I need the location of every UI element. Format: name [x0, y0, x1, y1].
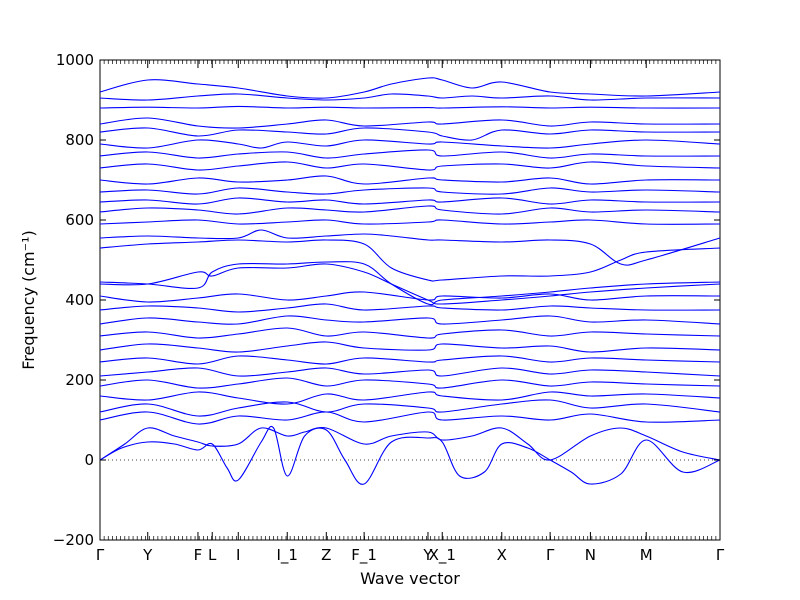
x-tick-label: Γ: [546, 546, 555, 564]
x-tick-label: Z: [321, 546, 331, 564]
x-tick-label: M: [640, 546, 653, 564]
x-tick-label: X: [497, 546, 507, 564]
x-tick-label: L: [208, 546, 217, 564]
phonon-branch-29: [99, 93, 721, 101]
x-tick-label: Y: [142, 546, 153, 564]
phonon-branch-3: [99, 411, 721, 425]
phonon-branch-17: [99, 229, 721, 266]
x-tick-label: N: [585, 546, 596, 564]
phonon-branch-23: [99, 161, 721, 171]
phonon-branch-9: [99, 341, 721, 353]
phonon-branch-22: [99, 175, 721, 185]
y-tick-label: 200: [65, 371, 94, 389]
series-layer: [99, 77, 721, 485]
y-tick-label: −200: [53, 531, 94, 549]
phonon-branch-27: [99, 117, 721, 129]
y-axis: −200 0 200 400 600 800 1000: [53, 51, 720, 549]
phonon-branch-28: [99, 105, 721, 109]
x-tick-label: F: [194, 546, 203, 564]
phonon-branch-25: [99, 139, 721, 149]
x-minor-ticks: [99, 60, 721, 540]
phonon-branch-14: [99, 263, 721, 305]
y-axis-label: Frequency (cm⁻¹): [19, 230, 38, 369]
x-axis-label: Wave vector: [360, 569, 460, 588]
phonon-branch-30: [99, 77, 721, 99]
y-tick-label: 600: [65, 211, 94, 229]
x-tick-label: Γ: [716, 546, 725, 564]
phonon-branch-8: [99, 355, 721, 365]
phonon-branch-10: [99, 327, 721, 339]
phonon-branch-1: [99, 426, 721, 485]
phonon-branch-24: [99, 149, 721, 159]
phonon-branch-15: [99, 261, 721, 306]
phonon-branch-5: [99, 391, 721, 405]
x-tick-label: Γ: [96, 546, 105, 564]
x-tick-label: X_1: [429, 546, 456, 565]
phonon-branch-2: [99, 426, 721, 461]
x-tick-label: I_1: [277, 546, 298, 565]
y-tick-label: 400: [65, 291, 94, 309]
phonon-branch-12: [99, 303, 721, 313]
y-tick-label: 0: [84, 451, 94, 469]
plot-frame: [99, 59, 721, 541]
phonon-branch-13: [99, 291, 721, 303]
phonon-branch-16: [99, 239, 721, 282]
phonon-branch-19: [99, 205, 721, 215]
phonon-branch-20: [99, 197, 721, 205]
phonon-branch-11: [99, 315, 721, 325]
y-tick-label: 800: [65, 131, 94, 149]
phonon-branch-21: [99, 187, 721, 195]
x-axis: Γ Y F L I I_1 Z F_1 YX_1 X Γ N M Γ: [96, 60, 725, 565]
x-tick-label: I: [236, 546, 240, 564]
phonon-branch-26: [99, 127, 721, 141]
x-tick-label: F_1: [351, 546, 377, 565]
phonon-branch-18: [99, 219, 721, 225]
x-tick-label: Y: [422, 546, 433, 564]
y-tick-label: 1000: [56, 51, 94, 69]
phonon-branch-6: [99, 377, 721, 389]
phonon-branch-4: [99, 399, 721, 417]
phonon-branch-7: [99, 367, 721, 377]
